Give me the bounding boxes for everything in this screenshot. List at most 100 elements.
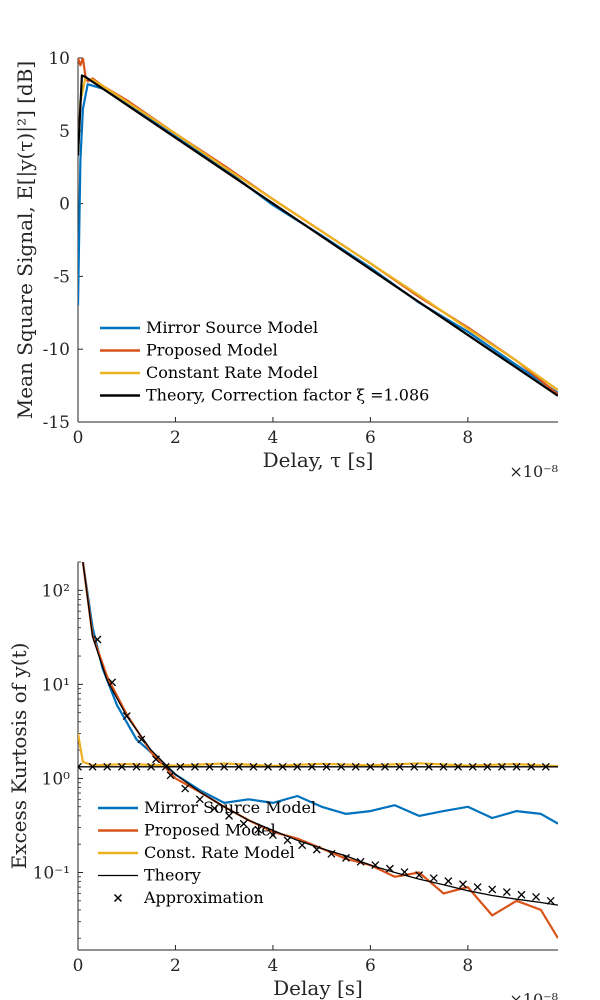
- approximation-marker: [122, 712, 131, 721]
- approximation-marker: [103, 762, 112, 771]
- y-tick-label: 10¹: [42, 675, 70, 695]
- approximation-marker: [78, 762, 82, 771]
- legend-box: [98, 316, 410, 408]
- x-tick-label: 4: [268, 428, 279, 448]
- plot-area: [78, 562, 558, 939]
- approximation-marker: [293, 762, 302, 771]
- approximation-marker: [88, 762, 97, 771]
- approximation-marker: [181, 784, 190, 793]
- series-line-mirror-source-model: [78, 83, 558, 394]
- approximation-marker: [327, 849, 336, 858]
- y-tick-label: 10²: [42, 581, 70, 601]
- approximation-marker: [429, 874, 438, 883]
- approximation-marker: [312, 845, 321, 854]
- legend: Mirror Source Model Proposed Model Constan…: [98, 316, 429, 408]
- approximation-marker: [190, 762, 199, 771]
- approximation-marker: [166, 771, 175, 780]
- legend-label: Approximation: [143, 888, 264, 907]
- approximation-marker: [147, 762, 156, 771]
- series-line-theory: [82, 562, 558, 906]
- y-tick-label: -10: [43, 340, 70, 360]
- approximation-marker: [541, 762, 550, 771]
- approximation-marker: [239, 819, 248, 828]
- approximation-marker: [108, 678, 117, 687]
- approximation-marker: [278, 762, 287, 771]
- y-axis-label: Excess Kurtosis of y(t): [7, 643, 31, 870]
- y-tick-label: 10: [48, 49, 70, 69]
- approximation-marker: [132, 762, 141, 771]
- x-tick-label: 6: [365, 428, 376, 448]
- approximation-marker: [517, 890, 526, 899]
- x-axis-label: Delay [s]: [273, 976, 363, 1000]
- approximation-marker: [220, 762, 229, 771]
- approximation-marker: [356, 857, 365, 866]
- approximation-marker: [225, 811, 234, 820]
- approximation-marker: [249, 762, 258, 771]
- approximation-marker: [527, 762, 536, 771]
- approximation-marker: [93, 635, 102, 644]
- legend-label: Theory: [144, 866, 201, 885]
- legend-marker: [113, 893, 123, 903]
- x-tick-label: 8: [462, 956, 473, 976]
- approximation-marker: [488, 885, 497, 894]
- y-tick-label: -15: [43, 413, 70, 433]
- approximation-marker: [366, 762, 375, 771]
- approximation-marker: [512, 762, 521, 771]
- x-tick-label: 2: [170, 956, 181, 976]
- approximation-marker: [176, 762, 185, 771]
- approximation-marker: [342, 853, 350, 862]
- approximation-marker: [268, 831, 277, 840]
- x-tick-label: 6: [365, 956, 376, 976]
- series-line-mirror-source-model: [81, 562, 558, 825]
- legend-label: Constant Rate Model: [146, 363, 318, 382]
- approximation-marker: [137, 735, 146, 744]
- series-line-theory-correction-factor-1-086: [78, 74, 558, 397]
- legend-label: Const. Rate Model: [144, 843, 295, 862]
- approximation-marker: [152, 755, 160, 764]
- chart-2: 0 2 4 6 8 10² 10¹ 10⁰ 10⁻¹ Delay [s] Excess Kurtos…: [7, 561, 558, 1000]
- approximation-marker: [161, 762, 170, 771]
- approximation-marker: [307, 762, 316, 771]
- approximation-marker: [371, 861, 380, 870]
- legend: Mirror Source Model Proposed Model Const. …: [98, 798, 316, 907]
- plot-area: [78, 58, 558, 397]
- approximation-marker: [410, 762, 419, 771]
- approximation-marker: [351, 762, 360, 771]
- legend-label: Theory, Correction factor ξ =1.086: [146, 386, 429, 405]
- y-tick-label: 5: [59, 122, 70, 142]
- approximation-marker: [210, 804, 219, 813]
- legend-label: Mirror Source Model: [146, 318, 318, 337]
- approximation-marker: [439, 762, 448, 771]
- approximation-marker: [468, 762, 477, 771]
- x-tick-label: 0: [73, 428, 84, 448]
- approximation-marker: [444, 877, 453, 886]
- x-tick-label: 8: [462, 428, 473, 448]
- approximation-marker: [337, 762, 346, 771]
- approximation-marker: [283, 836, 292, 845]
- legend-label: Proposed Model: [146, 341, 278, 360]
- approximation-marker: [264, 762, 273, 771]
- approximation-marker: [395, 762, 404, 771]
- y-tick-label: 0: [59, 195, 70, 215]
- approximation-marker: [254, 825, 263, 834]
- approximation-marker: [424, 762, 433, 771]
- y-tick-label: 10⁻¹: [33, 864, 70, 884]
- x-tick-label: 4: [268, 956, 279, 976]
- approximation-marker: [497, 762, 506, 771]
- chart-1: 0 2 4 6 8 10 5 0 -5 -10 -15 Delay, τ [s] Mean Square…: [13, 49, 558, 481]
- approximation-marker: [483, 762, 492, 771]
- approximation-marker: [502, 888, 511, 896]
- y-tick-label: -5: [53, 267, 70, 287]
- approximation-marker: [322, 762, 331, 771]
- approximation-marker: [546, 896, 555, 905]
- approximation-marker: [234, 762, 243, 771]
- approximation-marker: [415, 871, 424, 879]
- x-tick-label: 0: [73, 956, 84, 976]
- approximation-marker: [400, 868, 409, 877]
- x-tick-label: 2: [170, 428, 181, 448]
- approximation-marker: [385, 864, 394, 873]
- y-tick-label: 10⁰: [42, 769, 71, 789]
- series-line-const-rate-model: [78, 733, 558, 768]
- approximation-marker: [205, 762, 214, 771]
